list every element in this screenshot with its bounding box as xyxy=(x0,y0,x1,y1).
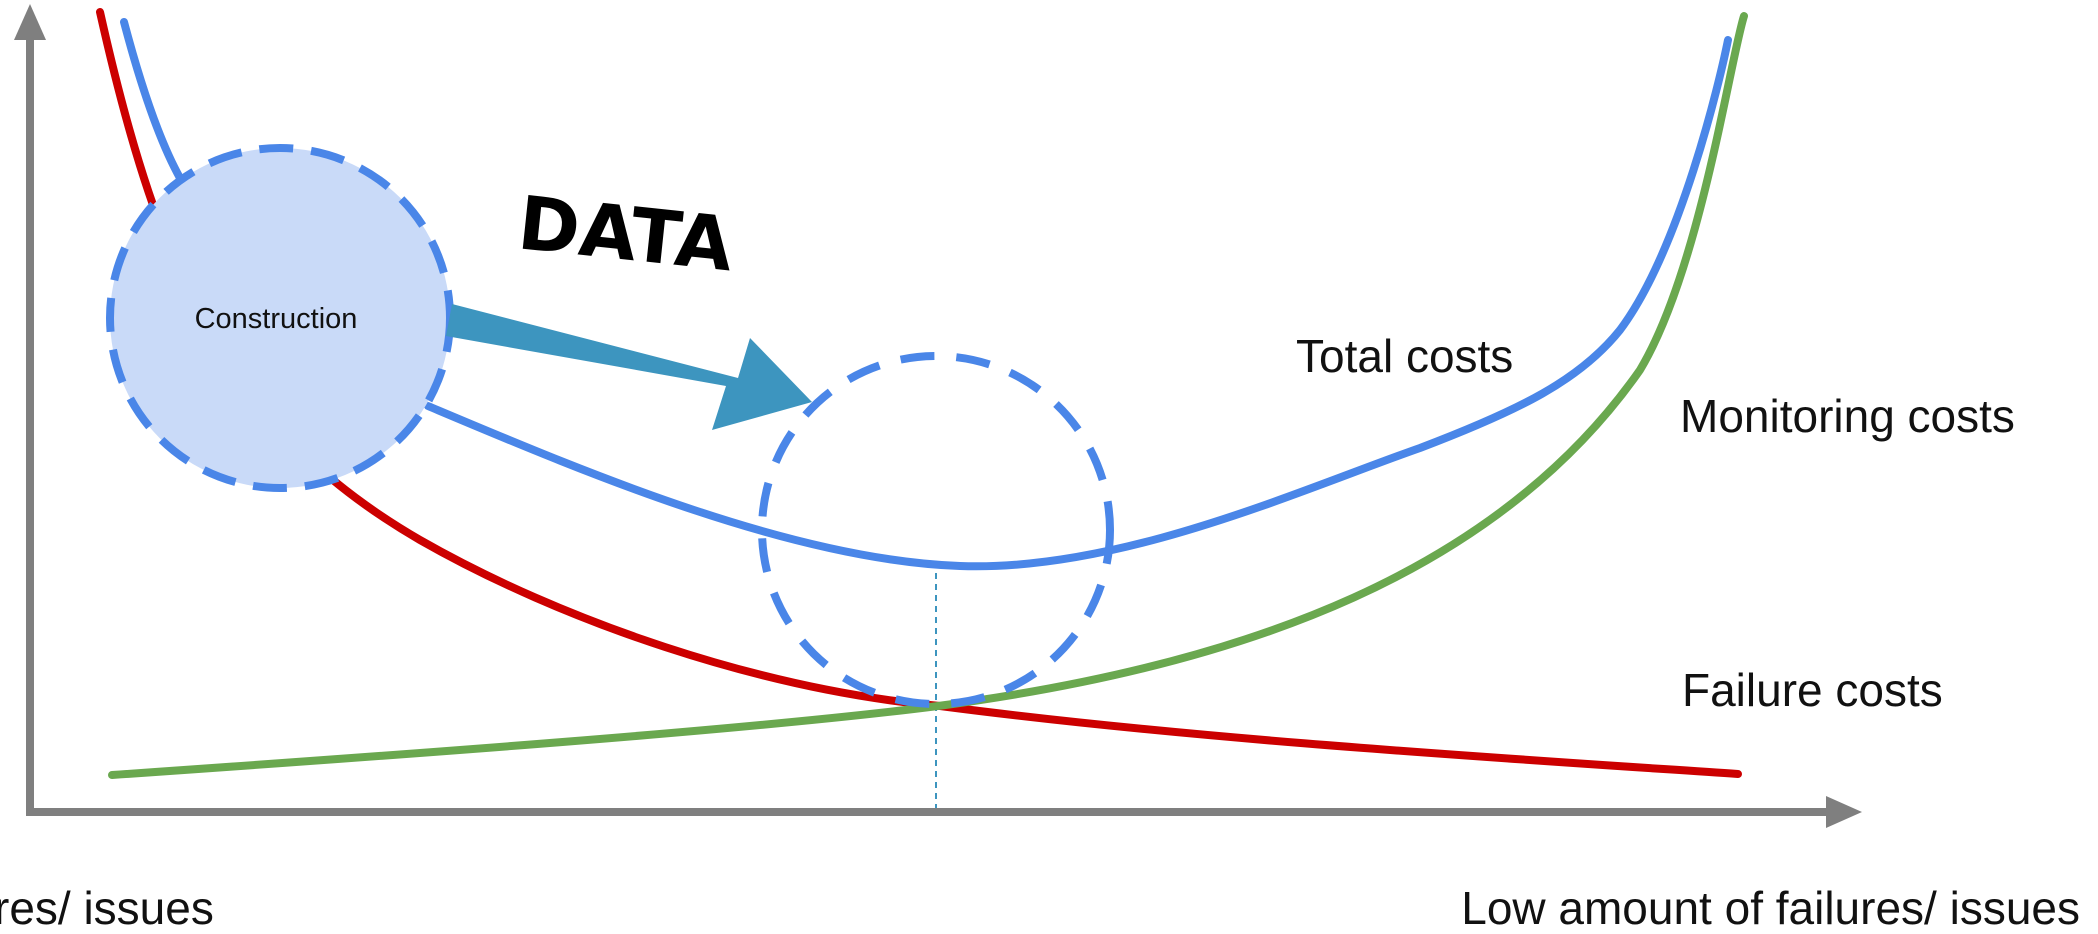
total-costs-curve xyxy=(120,18,1732,571)
construction-label: Construction xyxy=(195,303,358,335)
x-axis-arrowhead xyxy=(1826,796,1862,828)
data-arrow xyxy=(446,304,812,430)
y-axis-arrowhead xyxy=(14,4,46,40)
failure-costs-label: Failure costs xyxy=(1682,664,1943,716)
monitoring-costs-curve xyxy=(108,12,1748,779)
construction-circle: Construction xyxy=(106,144,454,492)
axes xyxy=(14,4,1862,828)
x-axis-right-label: Low amount of failures/ issues xyxy=(1461,882,2080,934)
monitoring-costs-label: Monitoring costs xyxy=(1680,390,2015,442)
total-costs-label: Total costs xyxy=(1296,330,1513,382)
optimum-circle xyxy=(758,352,1114,708)
x-axis-left-label: res/ issues xyxy=(0,882,214,934)
data-word: DATA xyxy=(514,180,737,288)
